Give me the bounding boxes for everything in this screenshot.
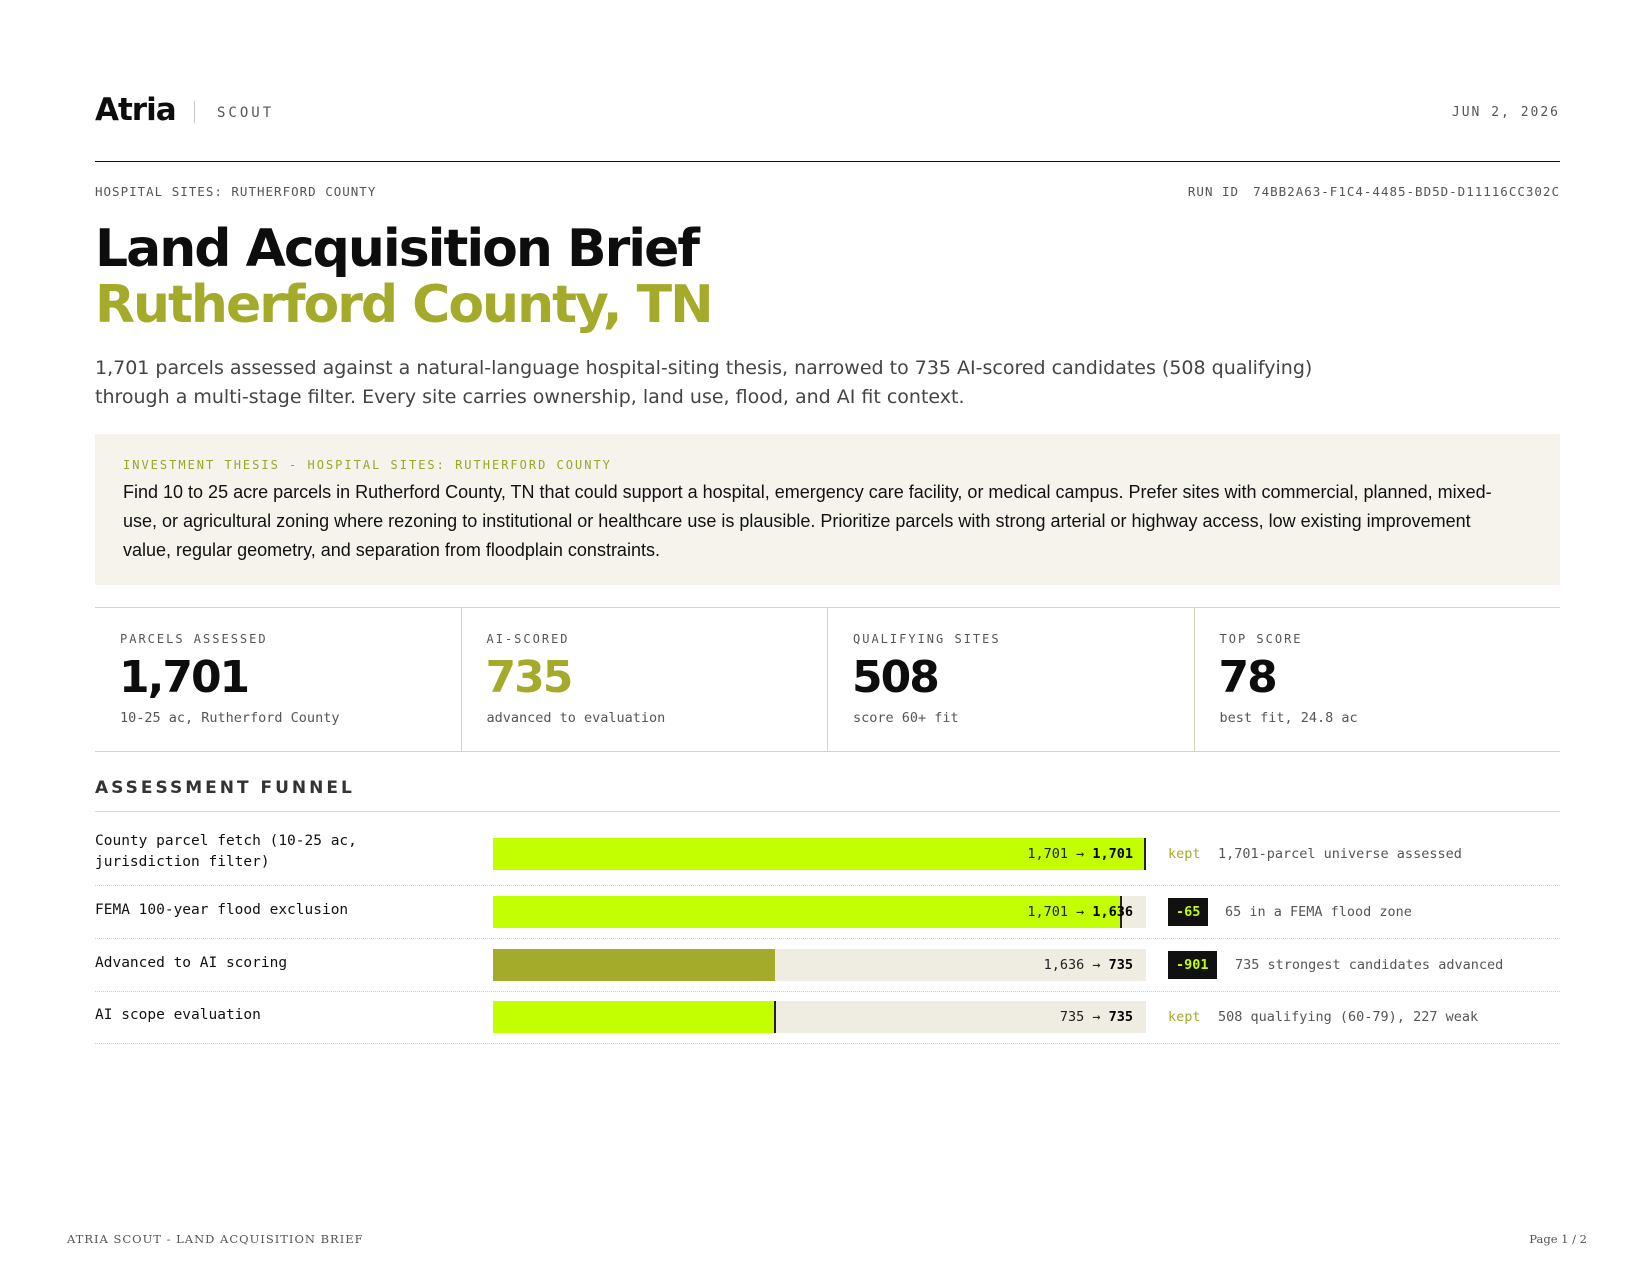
thesis-label: INVESTMENT THESIS - HOSPITAL SITES: RUTH… xyxy=(123,458,612,472)
run-id-label: RUN ID xyxy=(1187,184,1240,199)
funnel-row: FEMA 100-year flood exclusion 1,701 → 1,… xyxy=(95,886,1560,939)
funnel-counts: 1,701 → 1,636 xyxy=(1027,904,1133,920)
funnel-note: 65 in a FEMA flood zone xyxy=(1225,904,1412,920)
funnel-counts: 1,701 → 1,701 xyxy=(1027,846,1133,862)
page-title: Land Acquisition Brief xyxy=(95,219,700,279)
funnel-bar-fill xyxy=(493,1001,775,1033)
funnel-bar-marker xyxy=(1144,838,1146,870)
funnel-note: 508 qualifying (60-79), 227 weak xyxy=(1218,1009,1479,1025)
funnel-tag: kept xyxy=(1168,1009,1201,1025)
brand-row: Atria SCOUT JUN 2, 2026 xyxy=(95,92,1560,132)
funnel-step-label: Advanced to AI scoring xyxy=(95,955,288,971)
stat-ai-scored: AI-SCORED 735 advanced to evaluation xyxy=(460,608,828,751)
stat-qualifying-sites: QUALIFYING SITES 508 score 60+ fit xyxy=(827,608,1194,751)
funnel-title: ASSESSMENT FUNNEL xyxy=(95,778,355,798)
stat-note: best fit, 24.8 ac xyxy=(1219,710,1358,726)
funnel-bar-track: 1,701 → 1,701 xyxy=(493,838,1146,870)
funnel-row: AI scope evaluation 735 → 735 kept 508 q… xyxy=(95,992,1560,1044)
run-id-value: 74BB2A63-F1C4-4485-BD5D-D11116CC302C xyxy=(1253,184,1560,199)
funnel-step-label: County parcel fetch (10-25 ac, jurisdict… xyxy=(95,833,357,870)
funnel-bar-fill xyxy=(493,838,1146,870)
funnel-tag: -65 xyxy=(1168,898,1209,926)
stat-label: QUALIFYING SITES xyxy=(853,632,1001,646)
lede-paragraph: 1,701 parcels assessed against a natural… xyxy=(95,357,1313,408)
header-rule xyxy=(95,161,1560,162)
stat-note: advanced to evaluation xyxy=(486,710,666,726)
funnel-step-label: AI scope evaluation xyxy=(95,1007,261,1023)
page-number: Page 1 / 2 xyxy=(1529,1232,1587,1246)
stat-label: AI-SCORED xyxy=(486,632,570,646)
count-out: 1,636 xyxy=(1092,904,1133,920)
stat-label: TOP SCORE xyxy=(1219,632,1303,646)
stat-value: 508 xyxy=(852,652,940,703)
count-out: 735 xyxy=(1108,957,1133,973)
funnel-note: 1,701-parcel universe assessed xyxy=(1218,846,1462,862)
count-in: 1,701 xyxy=(1027,904,1068,920)
report-date: JUN 2, 2026 xyxy=(1451,105,1560,120)
funnel-note: 735 strongest candidates advanced xyxy=(1235,957,1504,973)
thesis-text: Find 10 to 25 acre parcels in Rutherford… xyxy=(123,482,1492,560)
funnel-bar-fill xyxy=(493,896,1121,928)
product-name: SCOUT xyxy=(217,105,275,121)
funnel-bar-marker xyxy=(774,1001,776,1033)
assessment-funnel: County parcel fetch (10-25 ac, jurisdict… xyxy=(95,812,1560,1044)
funnel-bar-fill xyxy=(493,949,775,981)
atria-logo: Atria xyxy=(95,92,177,128)
count-in: 1,701 xyxy=(1027,846,1068,862)
stat-note: score 60+ fit xyxy=(853,710,959,726)
count-in: 1,636 xyxy=(1043,957,1085,973)
brand-divider xyxy=(194,101,195,123)
funnel-bar-marker xyxy=(1120,896,1122,928)
count-out: 1,701 xyxy=(1092,846,1133,862)
stat-parcels-assessed: PARCELS ASSESSED 1,701 10-25 ac, Rutherf… xyxy=(95,608,461,751)
funnel-row: County parcel fetch (10-25 ac, jurisdict… xyxy=(95,812,1560,886)
funnel-bar-track: 1,636 → 735 xyxy=(493,949,1146,981)
stats-row: PARCELS ASSESSED 1,701 10-25 ac, Rutherf… xyxy=(95,607,1560,752)
stat-label: PARCELS ASSESSED xyxy=(120,632,268,646)
funnel-rule xyxy=(95,811,1560,812)
page-subtitle: Rutherford County, TN xyxy=(95,275,714,335)
funnel-tag: kept xyxy=(1168,846,1201,862)
stat-value: 78 xyxy=(1218,652,1278,703)
stat-value: 735 xyxy=(485,652,574,703)
funnel-bar-track: 735 → 735 xyxy=(493,1001,1146,1033)
count-in: 735 xyxy=(1059,1009,1085,1025)
funnel-tag: -901 xyxy=(1168,951,1217,979)
funnel-counts: 735 → 735 xyxy=(1059,1009,1133,1025)
footer-title: ATRIA SCOUT - LAND ACQUISITION BRIEF xyxy=(67,1232,364,1246)
count-out: 735 xyxy=(1108,1009,1133,1025)
funnel-counts: 1,636 → 735 xyxy=(1043,957,1133,973)
funnel-row: Advanced to AI scoring 1,636 → 735 -901 … xyxy=(95,939,1560,992)
thesis-box: INVESTMENT THESIS - HOSPITAL SITES: RUTH… xyxy=(95,434,1560,585)
funnel-step-label: FEMA 100-year flood exclusion xyxy=(95,902,349,918)
stat-note: 10-25 ac, Rutherford County xyxy=(120,710,340,726)
run-id: RUN ID 74BB2A63-F1C4-4485-BD5D-D11116CC30… xyxy=(1188,184,1560,199)
funnel-bar-track: 1,701 → 1,636 xyxy=(493,896,1146,928)
stat-value: 1,701 xyxy=(119,652,250,703)
context-label: HOSPITAL SITES: RUTHERFORD COUNTY xyxy=(95,184,377,199)
stat-top-score: TOP SCORE 78 best fit, 24.8 ac xyxy=(1193,608,1561,751)
